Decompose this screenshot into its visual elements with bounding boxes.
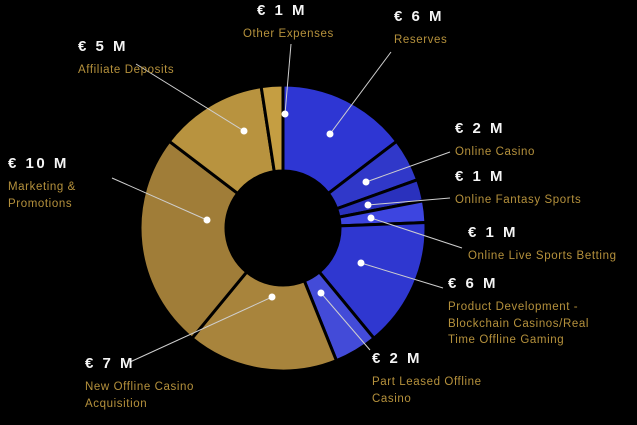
leader-dot	[268, 293, 276, 301]
pie-slice-7	[138, 139, 249, 341]
leader-line	[111, 177, 208, 221]
leader-dot	[326, 130, 334, 138]
leader-line	[370, 217, 463, 249]
leader-dot	[281, 110, 289, 118]
leader-dot	[240, 127, 248, 135]
pie-slices	[138, 83, 428, 373]
pie-slice-0	[281, 83, 399, 196]
leader-lines	[111, 43, 463, 363]
leader-line	[320, 292, 371, 351]
leader-line	[135, 63, 245, 132]
leader-line	[284, 43, 292, 115]
leader-dot	[362, 178, 370, 186]
pie-slice-9	[259, 83, 285, 174]
leader-line	[360, 262, 444, 289]
leader-dot	[364, 201, 372, 209]
leader-dot	[367, 214, 375, 222]
pie-slice-4	[317, 220, 428, 341]
leader-dot	[357, 259, 365, 267]
leader-dot	[203, 216, 211, 224]
leader-line	[129, 296, 273, 363]
leader-line	[329, 51, 392, 135]
leader-line	[367, 197, 451, 206]
leader-line	[365, 151, 451, 183]
leader-dot	[317, 289, 325, 297]
